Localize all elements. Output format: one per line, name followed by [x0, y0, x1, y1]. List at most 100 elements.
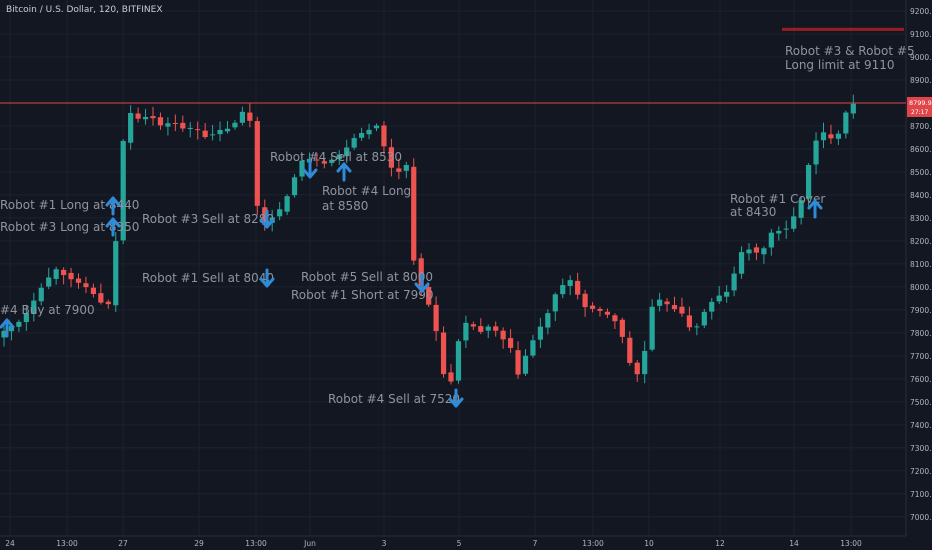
- candle-body: [500, 330, 506, 340]
- candle-body: [351, 138, 357, 148]
- arrow-up-icon: [807, 199, 823, 219]
- y-tick-label: 7100.0: [910, 490, 932, 499]
- annotation-label: at 8580: [322, 199, 368, 213]
- candle-body: [850, 103, 856, 114]
- candle-body: [709, 301, 715, 312]
- candle-body: [448, 372, 454, 382]
- candle-body: [336, 154, 342, 160]
- candle-body: [828, 134, 834, 139]
- candle-body: [1, 330, 7, 338]
- candle-body: [716, 295, 722, 302]
- candle-body: [649, 306, 655, 350]
- candle-body: [589, 305, 596, 309]
- candle-body: [16, 321, 22, 327]
- annotation-label: Robot #3 Sell at 8280: [142, 212, 274, 226]
- candle-body: [321, 161, 327, 164]
- candle-body: [440, 332, 447, 375]
- candle-body: [433, 304, 439, 332]
- candle-body: [232, 122, 238, 128]
- candle-body: [120, 140, 126, 241]
- candle-body: [664, 301, 670, 305]
- candle-body: [61, 269, 67, 276]
- annotation-label: Robot #1 Cover: [730, 192, 825, 206]
- x-tick-label: 13:00: [840, 539, 862, 548]
- candle-body: [671, 305, 678, 310]
- chart-title: Bitcoin / U.S. Dollar, 120, BITFINEX: [6, 5, 163, 15]
- annotation-label: Robot #3 & Robot #5: [785, 44, 915, 58]
- candle-body: [627, 337, 633, 363]
- candle-body: [373, 125, 380, 129]
- candle-body: [180, 122, 186, 129]
- candle-body: [366, 129, 372, 135]
- candle-body: [530, 340, 536, 356]
- annotation-label: Robot #5 Sell at 8000: [301, 270, 433, 284]
- x-tick-label: 24: [5, 539, 15, 548]
- candle-body: [329, 159, 335, 163]
- y-tick-label: 7500.0: [910, 398, 932, 407]
- candle-body: [724, 291, 730, 297]
- candle-body: [418, 258, 424, 287]
- candle-body: [798, 200, 804, 218]
- annotation-label: Robot #4 Sell at 7520: [328, 392, 460, 406]
- candle-body: [53, 269, 59, 279]
- candle-body: [485, 326, 491, 331]
- candle-body: [604, 311, 611, 315]
- candle-body: [388, 147, 394, 168]
- candle-body: [187, 127, 193, 130]
- candle-body: [284, 196, 290, 212]
- y-tick-label: 8400.0: [910, 191, 932, 200]
- annotation-label: #4 Buy at 7900: [0, 303, 95, 317]
- y-tick-label: 7200.0: [910, 467, 932, 476]
- x-tick-label: 3: [382, 539, 387, 548]
- price-tag-countdown: 27:17: [911, 109, 928, 116]
- x-tick-label: 12: [715, 539, 725, 548]
- candle-body: [515, 350, 521, 375]
- annotation-label: Robot #1 Sell at 8040: [142, 271, 274, 285]
- y-tick-label: 7600.0: [910, 375, 932, 384]
- x-tick-label: 10: [644, 539, 654, 548]
- candle-body: [835, 133, 841, 139]
- arrow-down-icon: [414, 273, 430, 293]
- candle-body: [783, 228, 789, 230]
- annotation-label: Robot #1 Long at 8440: [0, 198, 139, 212]
- candle-body: [157, 117, 164, 126]
- y-tick-label: 7000.0: [910, 513, 932, 522]
- arrow-up-icon: [0, 318, 15, 338]
- candle-body: [291, 177, 298, 196]
- y-tick-label: 9200.0: [910, 7, 932, 16]
- candle-body: [172, 122, 178, 124]
- arrow-down-icon: [259, 209, 275, 229]
- candle-body: [493, 326, 499, 331]
- annotation-label: at 8430: [730, 205, 776, 219]
- annotation-label: Robot #1 Short at 7990: [291, 288, 434, 302]
- candle-body: [299, 160, 305, 177]
- candle-body: [761, 248, 767, 255]
- candle-body: [314, 159, 320, 161]
- candle-body: [202, 130, 208, 138]
- candle-body: [694, 326, 700, 328]
- candle-body: [381, 125, 387, 147]
- candle-body: [582, 293, 588, 308]
- y-tick-label: 8100.0: [910, 260, 932, 269]
- annotation-label: Long limit at 9110: [785, 58, 894, 72]
- y-tick-label: 8900.0: [910, 76, 932, 85]
- candle-body: [247, 112, 253, 121]
- arrow-up-icon: [105, 196, 121, 216]
- candle-body: [813, 140, 819, 165]
- candle-body: [463, 322, 469, 341]
- y-tick-label: 7400.0: [910, 421, 932, 430]
- candle-body: [746, 249, 752, 254]
- candle-body: [731, 273, 737, 291]
- y-tick-label: 9100.0: [910, 30, 932, 39]
- y-tick-label: 7800.0: [910, 329, 932, 338]
- x-tick-label: 14: [789, 539, 799, 548]
- y-tick-label: 8300.0: [910, 214, 932, 223]
- y-tick-label: 7300.0: [910, 444, 932, 453]
- candle-body: [634, 362, 640, 375]
- candle-body: [552, 294, 558, 312]
- candle-body: [75, 278, 82, 283]
- y-tick-label: 7900.0: [910, 306, 932, 315]
- candle-body: [31, 300, 37, 315]
